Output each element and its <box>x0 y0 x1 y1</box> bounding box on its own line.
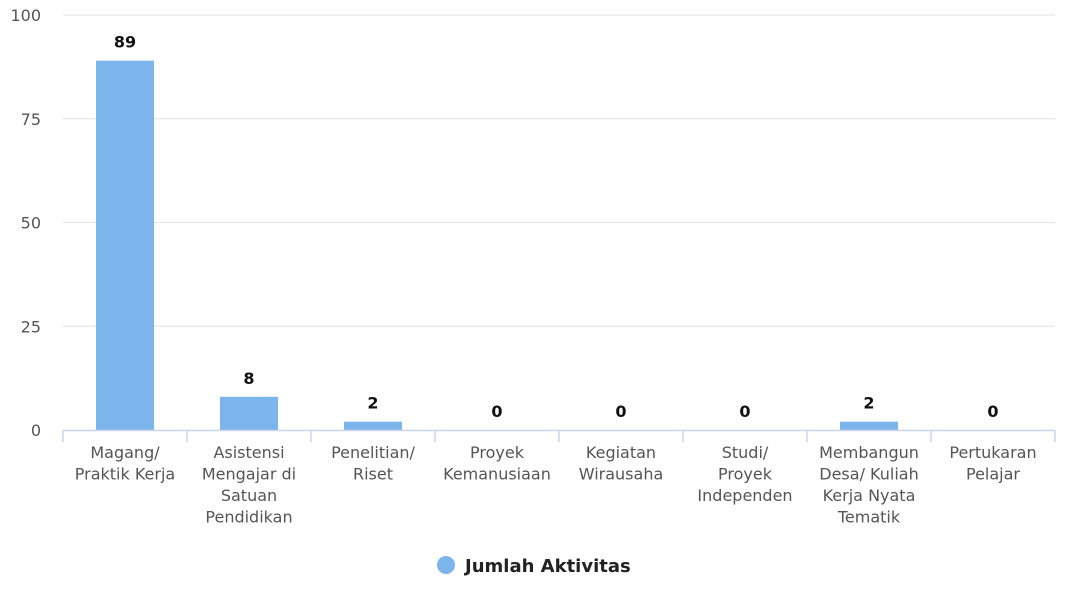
x-tick-label: Proyek Kemanusiaan <box>443 443 551 484</box>
bar[interactable] <box>344 421 402 430</box>
data-label: 2 <box>367 394 378 413</box>
data-label: 0 <box>491 402 502 421</box>
legend-marker[interactable] <box>437 556 455 574</box>
category-labels: Magang/Praktik Kerja Asistensi Mengajar di… <box>75 443 1037 527</box>
bar[interactable] <box>96 60 154 431</box>
x-tick-label: Penelitian/Riset <box>331 443 415 484</box>
data-label: 89 <box>114 33 136 52</box>
y-tick-label: 50 <box>21 214 41 233</box>
x-axis <box>62 429 1056 442</box>
y-tick-label: 100 <box>10 6 41 25</box>
y-tick-label: 75 <box>21 110 41 129</box>
y-axis-ticks: 0 25 50 75 100 <box>10 6 41 440</box>
data-label: 0 <box>739 402 750 421</box>
x-tick-label: Studi/Proyek Independen <box>697 443 792 505</box>
x-tick-label: Pertukaran Pelajar <box>949 443 1036 484</box>
data-label: 0 <box>615 402 626 421</box>
bar[interactable] <box>220 396 278 430</box>
data-label: 8 <box>243 369 254 388</box>
grid-lines <box>63 14 1055 327</box>
data-labels: 89 8 2 0 0 0 2 0 <box>114 33 999 421</box>
y-tick-label: 25 <box>21 317 41 336</box>
bars <box>96 60 898 431</box>
x-tick-label: Asistensi Mengajar di Satuan Pendidikan <box>202 443 296 527</box>
legend-label[interactable]: Jumlah Aktivitas <box>463 556 631 577</box>
y-tick-label: 0 <box>31 421 41 440</box>
data-label: 2 <box>863 394 874 413</box>
x-tick-label: Kegiatan Wirausaha <box>579 443 664 484</box>
data-label: 0 <box>987 402 998 421</box>
x-tick-label: Membangun Desa/ Kuliah Kerja Nyata Tematik <box>819 443 919 527</box>
legend[interactable]: Jumlah Aktivitas <box>437 556 631 577</box>
x-tick-label: Magang/Praktik Kerja <box>75 443 175 484</box>
bar[interactable] <box>840 421 898 430</box>
